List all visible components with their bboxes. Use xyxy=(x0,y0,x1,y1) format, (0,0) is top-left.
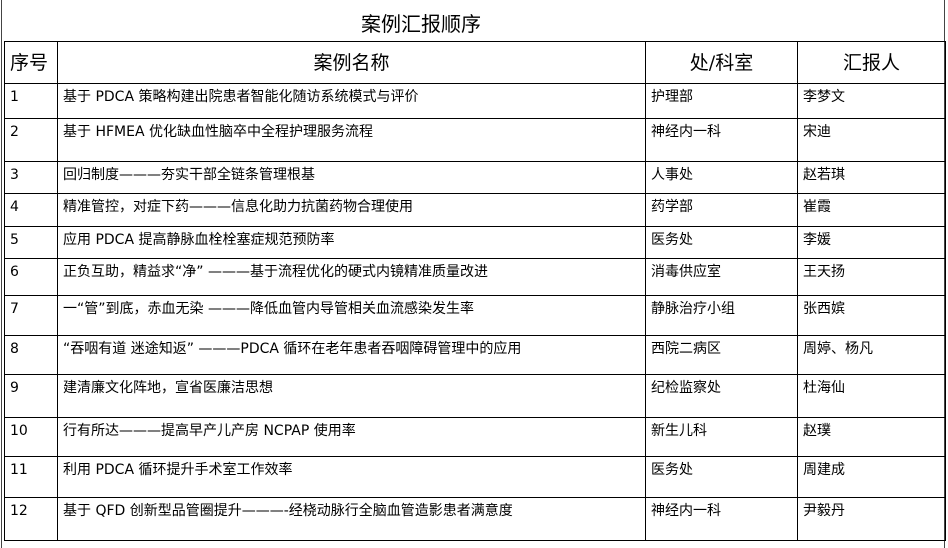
cell-dept: 纪检监察处 xyxy=(645,374,798,418)
table-row: 3 回归制度———夯实干部全链条管理根基 人事处 赵若琪 xyxy=(4,161,946,194)
cell-name: 一“管”到底，赤血无染 ———降低血管内导管相关血流感染发生率 xyxy=(57,295,646,336)
header-row: 序号 案例名称 处/科室 汇报人 xyxy=(4,41,946,84)
table-row: 4 精准管控，对症下药———信息化助力抗菌药物合理使用 药学部 崔霞 xyxy=(4,193,946,227)
cell-name: 建清廉文化阵地，宣省医廉洁思想 xyxy=(57,374,646,418)
cell-dept: 医务处 xyxy=(645,456,798,498)
table-row: 8 “吞咽有道 迷途知返” ———PDCA 循环在老年患者吞咽障碍管理中的应用 西院… xyxy=(4,335,946,375)
cell-reporter: 王天扬 xyxy=(797,258,946,296)
cell-dept: 消毒供应室 xyxy=(645,258,798,296)
page-title: 案例汇报顺序 xyxy=(361,12,481,36)
cell-dept: 西院二病区 xyxy=(645,335,798,375)
cell-dept: 神经内一科 xyxy=(645,118,798,162)
cell-reporter: 张西嫔 xyxy=(797,295,946,336)
table-row: 10 行有所达———提高早产儿产房 NCPAP 使用率 新生儿科 赵璞 xyxy=(4,417,946,457)
cell-reporter: 赵璞 xyxy=(797,417,946,457)
table-row: 12 基于 QFD 创新型品管圈提升———-经桡动脉行全脑血管造影患者满意度 神经内… xyxy=(4,497,946,541)
cell-dept: 药学部 xyxy=(645,193,798,227)
table-row: 11 利用 PDCA 循环提升手术室工作效率 医务处 周建成 xyxy=(4,456,946,498)
cell-name: 行有所达———提高早产儿产房 NCPAP 使用率 xyxy=(57,417,646,457)
cell-dept: 人事处 xyxy=(645,161,798,194)
cell-reporter: 赵若琪 xyxy=(797,161,946,194)
cell-no: 9 xyxy=(4,374,58,418)
table-row: 1 基于 PDCA 策略构建出院患者智能化随访系统模式与评价 护理部 李梦文 xyxy=(4,83,946,119)
cell-name: 基于 PDCA 策略构建出院患者智能化随访系统模式与评价 xyxy=(57,83,646,119)
cell-name: 基于 HFMEA 优化缺血性脑卒中全程护理服务流程 xyxy=(57,118,646,162)
cell-reporter: 李梦文 xyxy=(797,83,946,119)
cell-no: 12 xyxy=(4,497,58,541)
cell-name: 正负互助，精益求“净” ———基于流程优化的硬式内镜精准质量改进 xyxy=(57,258,646,296)
cell-dept: 静脉治疗小组 xyxy=(645,295,798,336)
cell-reporter: 杜海仙 xyxy=(797,374,946,418)
cell-name: 应用 PDCA 提高静脉血栓栓塞症规范预防率 xyxy=(57,226,646,259)
cell-name: “吞咽有道 迷途知返” ———PDCA 循环在老年患者吞咽障碍管理中的应用 xyxy=(57,335,646,375)
cell-dept: 护理部 xyxy=(645,83,798,119)
header-reporter: 汇报人 xyxy=(797,41,946,84)
table-row: 6 正负互助，精益求“净” ———基于流程优化的硬式内镜精准质量改进 消毒供应室 王天… xyxy=(4,258,946,296)
cell-name: 精准管控，对症下药———信息化助力抗菌药物合理使用 xyxy=(57,193,646,227)
cell-no: 1 xyxy=(4,83,58,119)
cell-reporter: 宋迪 xyxy=(797,118,946,162)
cell-dept: 医务处 xyxy=(645,226,798,259)
report-order-table: 序号 案例名称 处/科室 汇报人 1 基于 PDCA 策略构建出院患者智能化随访系… xyxy=(4,41,946,541)
cell-no: 3 xyxy=(4,161,58,194)
table-row: 9 建清廉文化阵地，宣省医廉洁思想 纪检监察处 杜海仙 xyxy=(4,374,946,418)
cell-no: 5 xyxy=(4,226,58,259)
cell-reporter: 尹毅丹 xyxy=(797,497,946,541)
cell-no: 4 xyxy=(4,193,58,227)
cell-name: 利用 PDCA 循环提升手术室工作效率 xyxy=(57,456,646,498)
header-name: 案例名称 xyxy=(57,41,646,84)
cell-dept: 新生儿科 xyxy=(645,417,798,457)
cell-no: 7 xyxy=(4,295,58,336)
cell-reporter: 周婷、杨凡 xyxy=(797,335,946,375)
cell-no: 6 xyxy=(4,258,58,296)
cell-no: 8 xyxy=(4,335,58,375)
table-row: 2 基于 HFMEA 优化缺血性脑卒中全程护理服务流程 神经内一科 宋迪 xyxy=(4,118,946,162)
table-row: 5 应用 PDCA 提高静脉血栓栓塞症规范预防率 医务处 李媛 xyxy=(4,226,946,259)
cell-no: 10 xyxy=(4,417,58,457)
cell-name: 回归制度———夯实干部全链条管理根基 xyxy=(57,161,646,194)
cell-name: 基于 QFD 创新型品管圈提升———-经桡动脉行全脑血管造影患者满意度 xyxy=(57,497,646,541)
cell-no: 2 xyxy=(4,118,58,162)
cell-reporter: 崔霞 xyxy=(797,193,946,227)
cell-no: 11 xyxy=(4,456,58,498)
cell-reporter: 周建成 xyxy=(797,456,946,498)
cell-dept: 神经内一科 xyxy=(645,497,798,541)
header-dept: 处/科室 xyxy=(645,41,798,84)
table-row: 7 一“管”到底，赤血无染 ———降低血管内导管相关血流感染发生率 静脉治疗小组 张西… xyxy=(4,295,946,336)
header-no: 序号 xyxy=(4,41,58,84)
cell-reporter: 李媛 xyxy=(797,226,946,259)
